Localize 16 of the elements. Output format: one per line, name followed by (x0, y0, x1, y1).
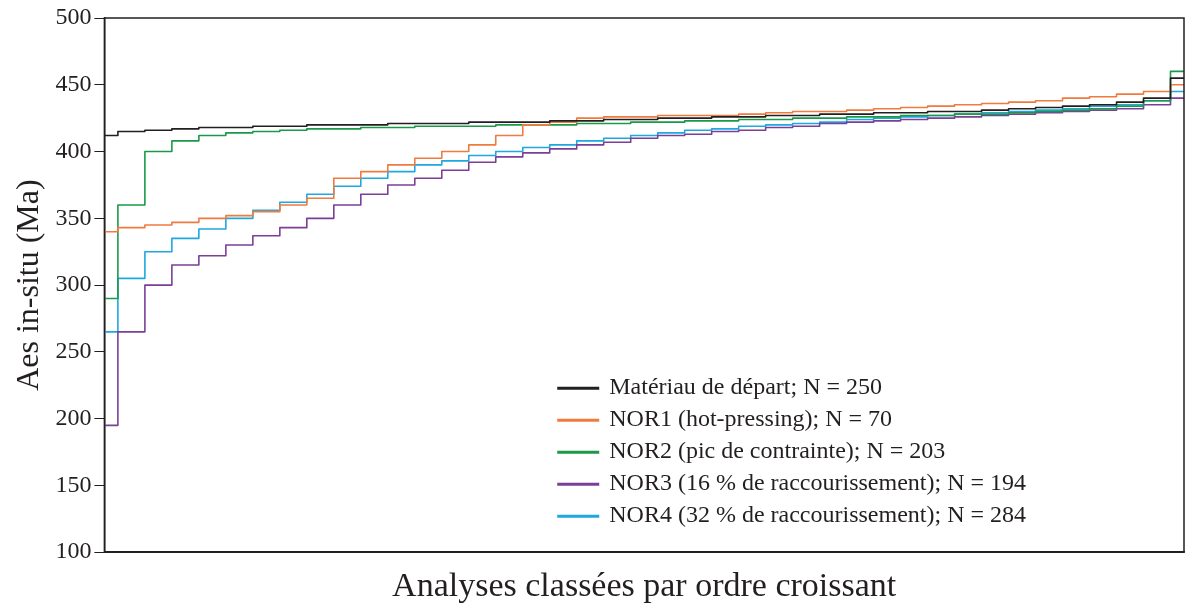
y-tick-label: 500 (55, 3, 92, 30)
y-tick-label: 250 (55, 337, 92, 364)
y-tick-label: 400 (55, 136, 92, 163)
y-tick-label: 450 (55, 70, 92, 97)
y-tick-label: 200 (55, 403, 92, 430)
legend-label: NOR1 (hot-pressing); N = 70 (609, 405, 893, 432)
y-tick-label: 100 (55, 537, 92, 564)
y-axis-title: Aes in-situ (Ma) (8, 179, 45, 391)
legend-label: NOR2 (pic de contrainte); N = 203 (609, 437, 946, 464)
legend-label: NOR4 (32 % de raccourissement); N = 284 (609, 501, 1026, 528)
legend-label: NOR3 (16 % de raccourissement); N = 194 (609, 469, 1026, 496)
y-tick-label: 300 (55, 270, 92, 297)
legend-label: Matériau de départ; N = 250 (609, 373, 883, 400)
x-axis-title: Analyses classées par ordre croissant (392, 565, 897, 603)
y-tick-label: 350 (55, 203, 92, 230)
y-tick-label: 150 (55, 470, 92, 497)
